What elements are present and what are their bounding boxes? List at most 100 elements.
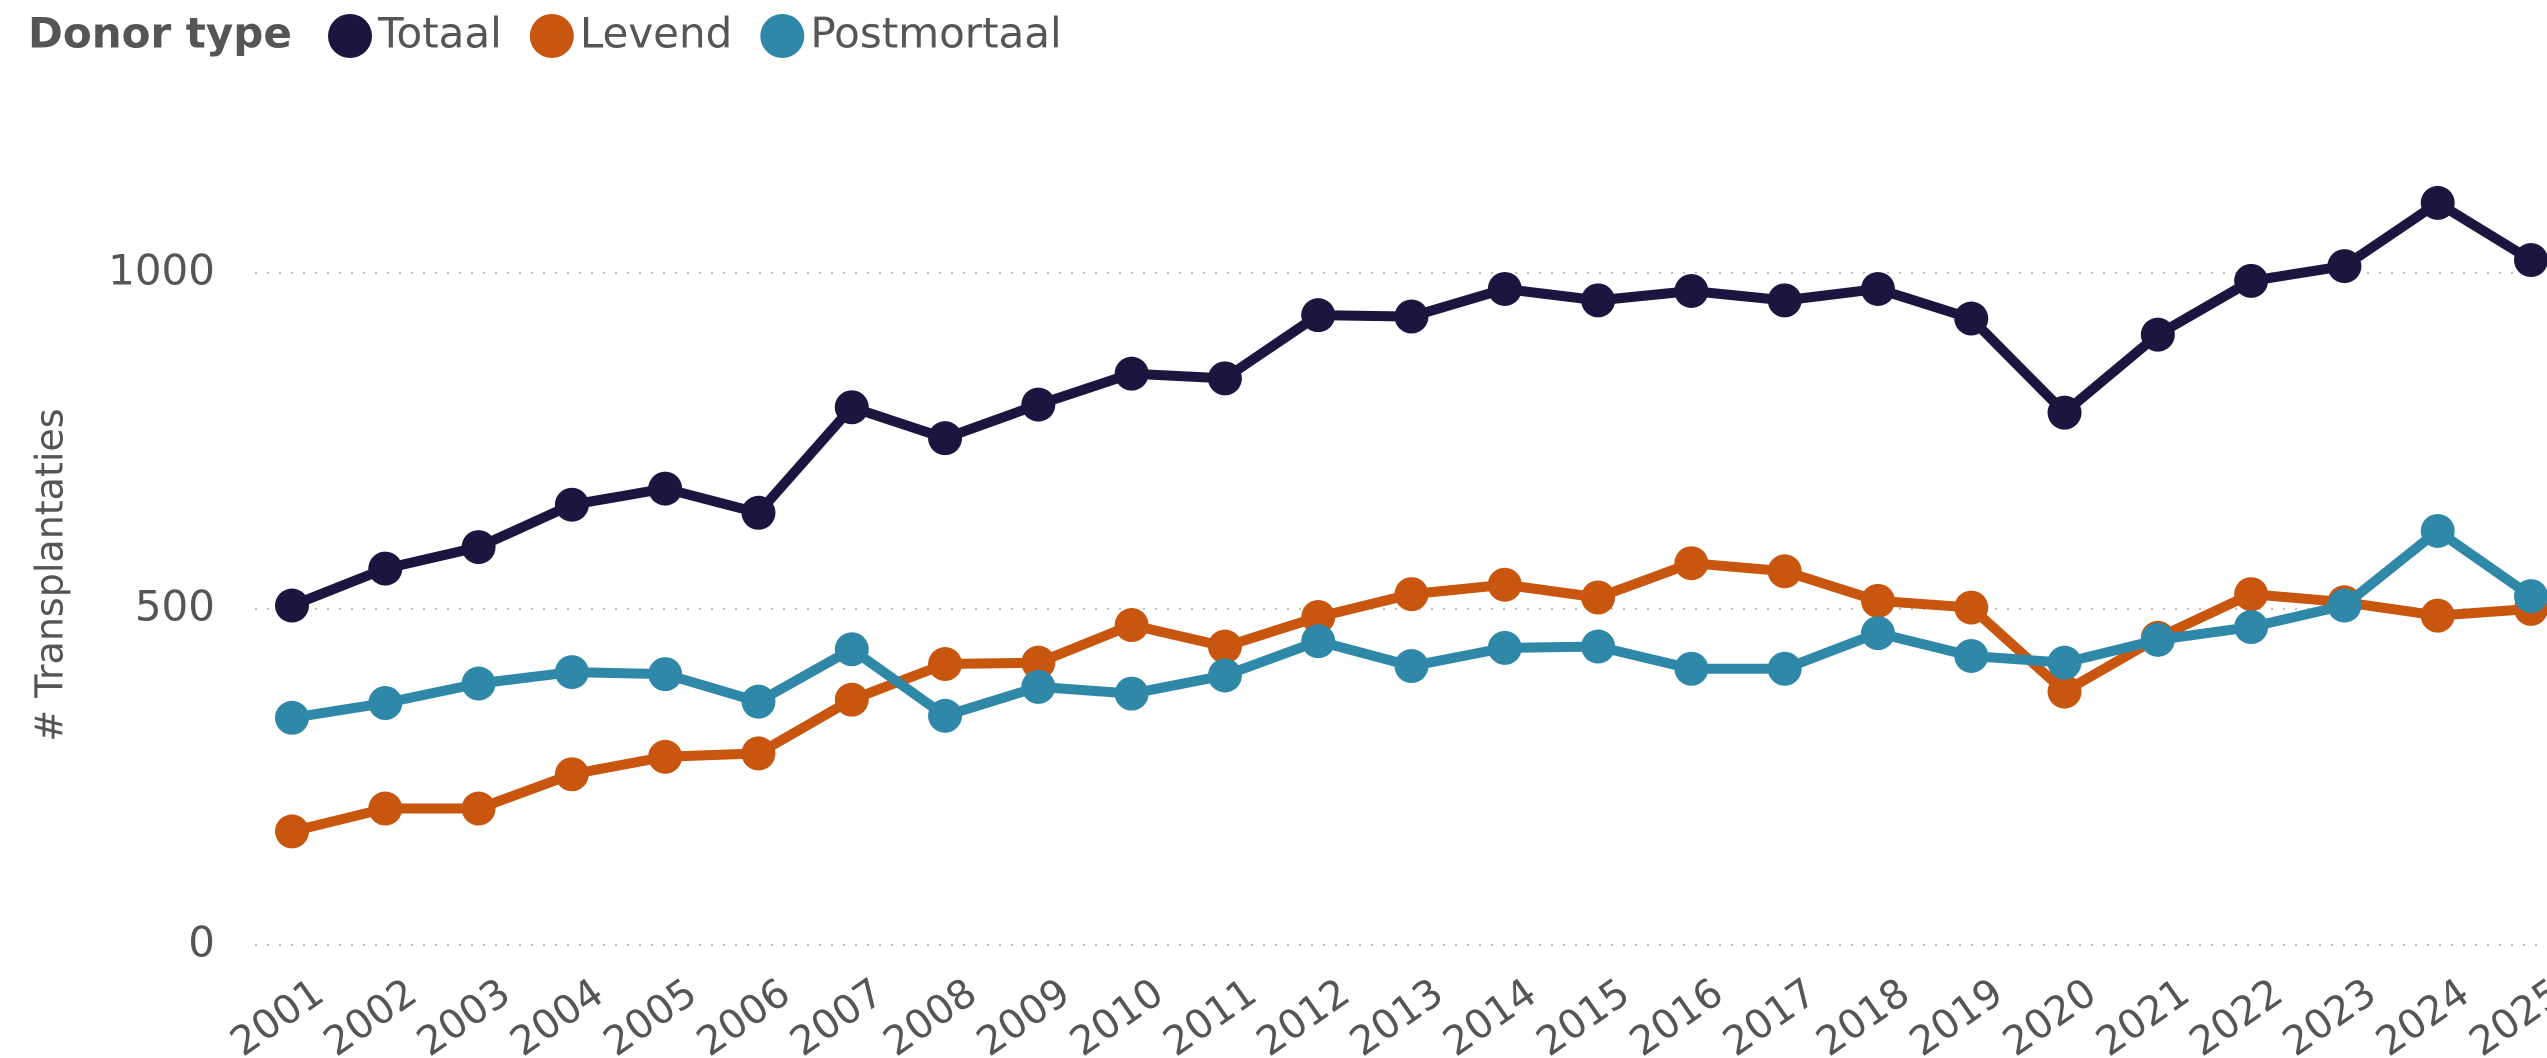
y-axis-label: # Transplantaties: [28, 408, 72, 741]
legend-marker: [529, 14, 574, 58]
point: [2234, 577, 2269, 612]
point: [834, 632, 869, 667]
x-tick-label: 2011: [1155, 970, 1265, 1058]
point: [1394, 649, 1429, 684]
point: [2047, 674, 2082, 709]
point: [928, 698, 963, 733]
point: [1954, 301, 1989, 336]
legend-marker: [328, 14, 372, 58]
x-tick-label: 2010: [1062, 970, 1172, 1058]
x-tick-label: 2014: [1435, 970, 1545, 1058]
x-tick-label: 2001: [222, 970, 332, 1058]
point: [834, 390, 869, 425]
point: [2140, 317, 2175, 352]
point: [2234, 263, 2269, 298]
point: [275, 700, 309, 735]
point: [2420, 513, 2455, 548]
point: [928, 647, 963, 682]
point: [1207, 629, 1242, 664]
point: [1954, 638, 1989, 673]
point: [1021, 387, 1056, 422]
point: [1954, 590, 1989, 625]
point: [648, 739, 683, 774]
point: [928, 421, 963, 456]
point: [1021, 669, 1056, 704]
x-tick-label: 2009: [969, 970, 1079, 1058]
point: [2327, 249, 2362, 284]
point: [1021, 645, 1056, 680]
point: [1301, 624, 1336, 659]
point: [554, 487, 589, 522]
x-tick-label: 2004: [502, 970, 612, 1058]
legend-label: Totaal: [377, 9, 502, 58]
point: [554, 757, 589, 792]
series-line: [290, 197, 2534, 611]
point: [1114, 676, 1149, 711]
point: [741, 736, 776, 771]
point: [1674, 651, 1709, 686]
point: [1674, 546, 1709, 581]
point: [1487, 630, 1522, 665]
x-tick-label: 2019: [1902, 970, 2012, 1058]
point: [1860, 583, 1895, 618]
point: [1767, 651, 1802, 686]
x-tick-label: 2020: [1995, 970, 2105, 1058]
x-tick-label: 2022: [2181, 970, 2291, 1058]
legend-title: Donor type: [28, 9, 292, 58]
x-tick-label: 2007: [782, 970, 892, 1058]
legend-marker: [760, 14, 805, 58]
point: [368, 686, 403, 721]
y-tick-label: 500: [135, 581, 215, 630]
point: [1767, 554, 1802, 589]
x-tick-label: 2015: [1528, 970, 1638, 1058]
point: [1581, 629, 1616, 664]
point: [2234, 610, 2269, 645]
point: [2047, 645, 2082, 680]
x-tick-label: 2013: [1342, 970, 1452, 1058]
point: [368, 551, 403, 586]
point: [554, 655, 589, 690]
point: [461, 791, 496, 826]
point: [2514, 243, 2547, 278]
legend-label: Levend: [580, 9, 732, 58]
point: [2140, 622, 2175, 657]
point: [1207, 361, 1242, 396]
x-tick-label: 2002: [316, 970, 426, 1058]
x-tick-label: 2005: [595, 970, 705, 1058]
x-tick-label: 2008: [875, 970, 985, 1058]
point: [741, 495, 776, 530]
legend-label: Postmortaal: [810, 9, 1061, 58]
x-tick-label: 2025: [2461, 970, 2547, 1058]
point: [648, 471, 683, 506]
point: [2047, 395, 2082, 430]
point: [1394, 299, 1429, 334]
point: [2420, 185, 2455, 220]
point: [1581, 283, 1616, 318]
point: [1394, 577, 1429, 612]
x-tick-label: 2006: [689, 970, 799, 1058]
x-tick-label: 2017: [1715, 970, 1825, 1058]
x-tick-label: 2018: [1808, 970, 1918, 1058]
point: [741, 684, 776, 719]
point: [1860, 271, 1895, 306]
x-tick-label: 2023: [2275, 970, 2385, 1058]
point: [834, 682, 869, 717]
point: [1207, 658, 1242, 693]
x-tick-label: 2012: [1248, 970, 1358, 1058]
point: [1674, 273, 1709, 308]
x-tick-label: 2016: [1622, 970, 1732, 1058]
point: [1767, 283, 1802, 318]
point: [1114, 608, 1149, 643]
point: [1487, 271, 1522, 306]
point: [2420, 598, 2455, 633]
point: [1301, 599, 1336, 634]
point: [1581, 580, 1616, 615]
point: [2514, 579, 2547, 614]
point: [2327, 588, 2362, 623]
point: [275, 588, 309, 623]
point: [368, 791, 403, 826]
point: [461, 530, 496, 565]
point: [1114, 356, 1149, 391]
y-tick-label: 0: [188, 918, 215, 967]
